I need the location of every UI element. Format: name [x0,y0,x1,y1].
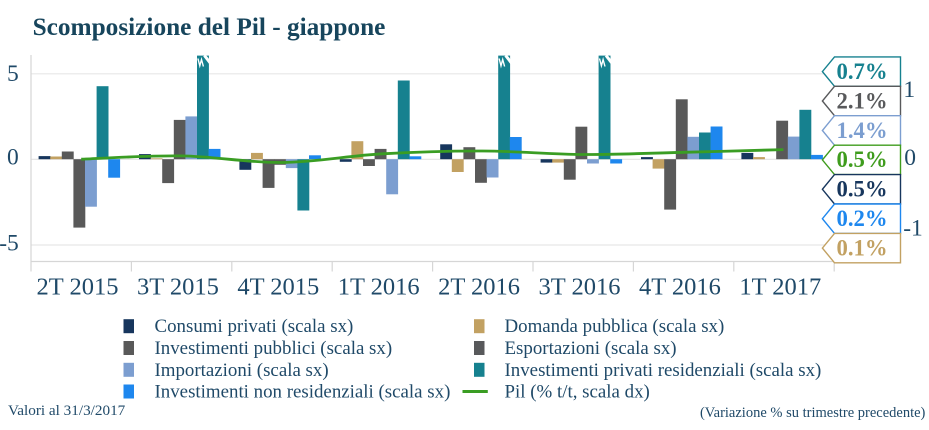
svg-text:Esportazioni (scala sx): Esportazioni (scala sx) [505,338,677,359]
svg-text:-1: -1 [903,215,923,241]
svg-text:0.7%: 0.7% [836,59,887,84]
svg-text:3T 2016: 3T 2016 [539,274,621,301]
svg-text:2T 2016: 2T 2016 [438,274,520,301]
svg-text:0: 0 [7,145,19,171]
svg-text:Investimenti non residenziali: Investimenti non residenziali (scala sx) [155,382,451,403]
svg-text:Investimenti pubblici (scala s: Investimenti pubblici (scala sx) [155,338,393,359]
svg-text:0.1%: 0.1% [836,235,887,260]
svg-text:Importazioni (scala sx): Importazioni (scala sx) [155,360,329,381]
svg-text:0.5%: 0.5% [836,147,887,172]
svg-text:0.2%: 0.2% [836,206,887,231]
svg-text:2T 2015: 2T 2015 [37,274,119,301]
svg-text:Consumi privati (scala sx): Consumi privati (scala sx) [155,316,354,337]
svg-text:1: 1 [903,77,915,103]
svg-text:2.1%: 2.1% [836,88,887,113]
svg-text:(Variazione % su trimestre pre: (Variazione % su trimestre precedente) [700,405,926,421]
svg-text:Pil (% t/t, scala dx): Pil (% t/t, scala dx) [505,382,650,403]
svg-text:-5: -5 [0,230,19,256]
svg-text:4T 2016: 4T 2016 [639,274,721,301]
svg-text:1T 2016: 1T 2016 [338,274,420,301]
svg-text:4T 2015: 4T 2015 [237,274,319,301]
svg-text:Domanda pubblica (scala sx): Domanda pubblica (scala sx) [505,316,725,337]
svg-text:5: 5 [7,61,19,87]
svg-text:0.5%: 0.5% [836,177,887,202]
svg-text:Investimenti privati residenzi: Investimenti privati residenziali (scala… [505,360,822,381]
svg-text:Scomposizione del Pil - giappo: Scomposizione del Pil - giappone [33,13,386,41]
svg-text:1.4%: 1.4% [836,118,887,143]
svg-text:0: 0 [904,145,916,171]
svg-text:1T 2017: 1T 2017 [739,274,821,301]
svg-text:3T 2015: 3T 2015 [137,274,219,301]
svg-text:Valori al 31/3/2017: Valori al 31/3/2017 [8,402,126,419]
